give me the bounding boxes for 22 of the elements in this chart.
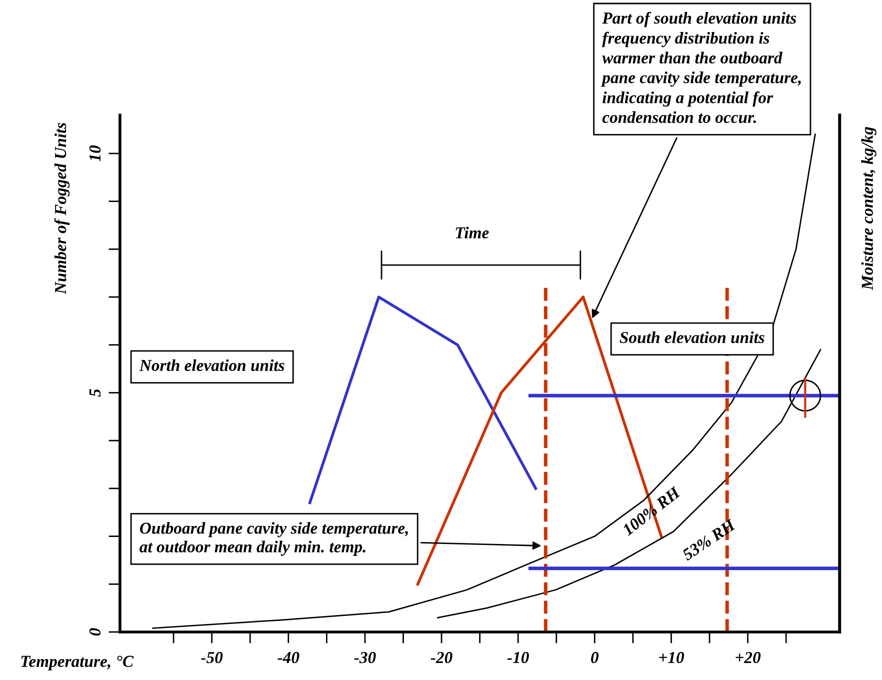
x-tick-label: +10 — [659, 652, 684, 664]
x-tick-label: -20 — [430, 652, 452, 664]
annotation: South elevation units — [620, 331, 764, 344]
x-tick-label: +20 — [736, 652, 761, 664]
annotation: Time — [456, 226, 489, 238]
line-series — [308, 296, 538, 504]
x-tick-label: 0 — [591, 652, 599, 664]
y2-axis-title: Moisture content, kg/kg — [861, 126, 876, 290]
x-tick-label: -30 — [354, 652, 376, 664]
y-tick-label: 5 — [90, 389, 101, 397]
line-series — [437, 348, 822, 618]
x-tick-label: -40 — [278, 652, 300, 664]
x-tick-label: -50 — [201, 652, 223, 664]
annotation: North elevation units — [139, 359, 284, 372]
y-tick-label: 0 — [89, 628, 101, 636]
x-tick-label: -10 — [507, 652, 529, 664]
y-axis-title: Number of Fogged Units — [54, 122, 70, 294]
x-axis-title: Temperature, °C — [21, 656, 134, 670]
annotation: 53% RH — [681, 518, 737, 561]
annotation: Part of south elevation units frequency distribution is warmer than the outboard pane cavity side temperature, indicating a potential for condensation to occur. — [600, 12, 801, 124]
annotation: Outboard pane cavity side temperature, at outdoor mean daily min. temp. — [140, 522, 408, 556]
y-tick-label: 10 — [89, 145, 101, 162]
